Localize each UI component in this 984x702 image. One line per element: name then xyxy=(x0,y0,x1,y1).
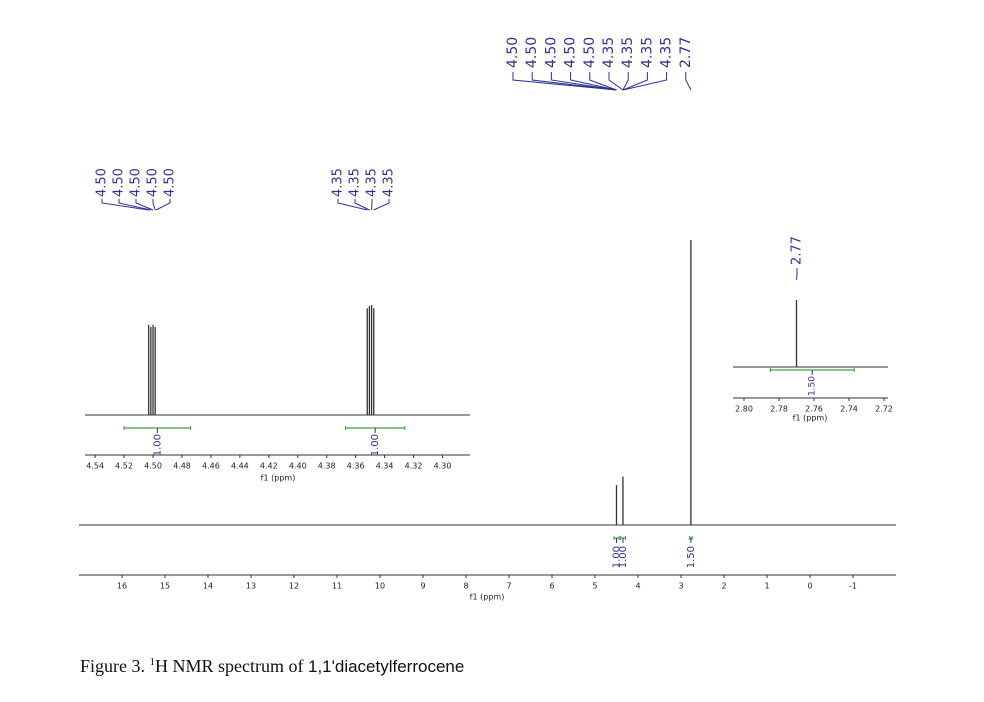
peak-label-leader xyxy=(155,199,171,211)
x-tick-label: 2 xyxy=(721,582,726,591)
x-tick-label: 4.32 xyxy=(405,462,423,471)
x-tick-label: 4 xyxy=(635,582,640,591)
x-tick-label: 12 xyxy=(289,582,299,591)
x-tick-label: 2.76 xyxy=(805,405,823,414)
integral-label: 1.00 xyxy=(370,434,381,456)
x-tick-label: 4.48 xyxy=(173,462,191,471)
x-tick-label: 2.74 xyxy=(840,405,858,414)
peak-label: 4.50 xyxy=(129,168,144,197)
x-axis-label: f1 (ppm) xyxy=(261,474,296,483)
peak-label-leader xyxy=(101,199,149,211)
peak-label: 4.35 xyxy=(348,168,363,197)
integral-label: 1.00 xyxy=(152,434,163,456)
x-tick-label: 3 xyxy=(678,582,683,591)
x-axis-label: f1 (ppm) xyxy=(470,593,505,602)
x-tick-label: 4.42 xyxy=(260,462,278,471)
caption-superscript: 1 xyxy=(149,656,156,668)
peak-label: 4.50 xyxy=(163,168,178,197)
peak-label: 4.50 xyxy=(146,168,161,197)
peak-label: 4.35 xyxy=(382,168,397,197)
peak-label: 2.77 xyxy=(678,37,694,68)
x-tick-label: 13 xyxy=(246,582,256,591)
x-tick-label: 8 xyxy=(463,582,468,591)
peak-label: 4.35 xyxy=(365,168,380,197)
peak-label: 4.35 xyxy=(659,37,675,68)
x-tick-label: 16 xyxy=(117,582,127,591)
x-tick-label: -1 xyxy=(849,582,857,591)
x-tick-label: 2.80 xyxy=(735,405,753,414)
x-tick-label: 4.50 xyxy=(144,462,162,471)
peak-label-leader xyxy=(531,72,617,91)
peak-label: 4.50 xyxy=(582,37,598,68)
x-tick-label: 7 xyxy=(506,582,511,591)
peak-label-leader xyxy=(512,72,617,91)
peak-label: 4.50 xyxy=(563,37,579,68)
peak-label: 4.50 xyxy=(524,37,540,68)
caption-text: H NMR spectrum of xyxy=(155,656,308,676)
integral-label: 1.00 xyxy=(612,546,623,568)
x-tick-label: 4.52 xyxy=(115,462,133,471)
peak-label: 4.50 xyxy=(543,37,559,68)
peak-label-leader xyxy=(354,199,370,211)
peak-label-leader xyxy=(373,199,390,211)
x-tick-label: 1 xyxy=(764,582,769,591)
caption-compound: 1,1'diacetylferrocene xyxy=(307,657,465,676)
x-tick-label: 9 xyxy=(420,582,425,591)
peak-label-leader xyxy=(152,199,156,211)
peak-label-leader xyxy=(570,72,617,91)
x-tick-label: 15 xyxy=(160,582,170,591)
x-tick-label: 0 xyxy=(807,582,812,591)
peak-label: 4.50 xyxy=(112,168,127,197)
caption-prefix: Figure 3. xyxy=(80,656,150,676)
x-tick-label: 2.72 xyxy=(875,405,893,414)
peak-label-leader xyxy=(135,199,154,211)
peak-label-leader xyxy=(337,199,368,211)
x-axis-label: f1 (ppm) xyxy=(793,414,828,423)
x-tick-label: 4.46 xyxy=(202,462,220,471)
x-tick-label: 6 xyxy=(549,582,554,591)
peak-label: 4.35 xyxy=(639,37,655,68)
peak-label: 2.77 xyxy=(790,236,805,265)
x-tick-label: 5 xyxy=(592,582,597,591)
peak-label: 4.50 xyxy=(95,168,110,197)
peak-label: 4.35 xyxy=(331,168,346,197)
peak-label: 4.35 xyxy=(620,37,636,68)
peak-label-leader xyxy=(118,199,151,211)
x-tick-label: 4.30 xyxy=(434,462,452,471)
x-tick-label: 14 xyxy=(203,582,213,591)
x-tick-label: 11 xyxy=(332,582,342,591)
peak-label-leader xyxy=(685,72,692,91)
peak-label-leader xyxy=(622,72,668,91)
x-tick-label: 4.36 xyxy=(347,462,365,471)
peak-label-leader xyxy=(550,72,617,91)
peak-label-leader xyxy=(589,72,617,91)
x-tick-label: 4.34 xyxy=(376,462,394,471)
peak-label: 4.50 xyxy=(505,37,521,68)
integral-label: 1.50 xyxy=(686,546,697,568)
x-tick-label: 2.78 xyxy=(770,405,788,414)
peak-label: 4.35 xyxy=(601,37,617,68)
figure: 16 15 14 13 12 11 10 9 8 7 6 5 4 3 2 1 0 -1f1 (ppm)4.50 4.… xyxy=(79,37,896,602)
x-tick-label: 4.54 xyxy=(86,462,104,471)
caption: Figure 3. 1H NMR spectrum of 1,1'diacety… xyxy=(80,656,464,677)
x-tick-label: 4.40 xyxy=(289,462,307,471)
x-tick-label: 10 xyxy=(375,582,385,591)
integral-label: 1.50 xyxy=(808,376,818,396)
x-tick-label: 4.44 xyxy=(231,462,249,471)
peak-label-leader xyxy=(622,72,629,91)
x-tick-label: 4.38 xyxy=(318,462,336,471)
peak-label-leader xyxy=(622,72,648,91)
integral-label: 1.00 xyxy=(618,546,629,568)
peak-label-leader xyxy=(608,72,624,91)
